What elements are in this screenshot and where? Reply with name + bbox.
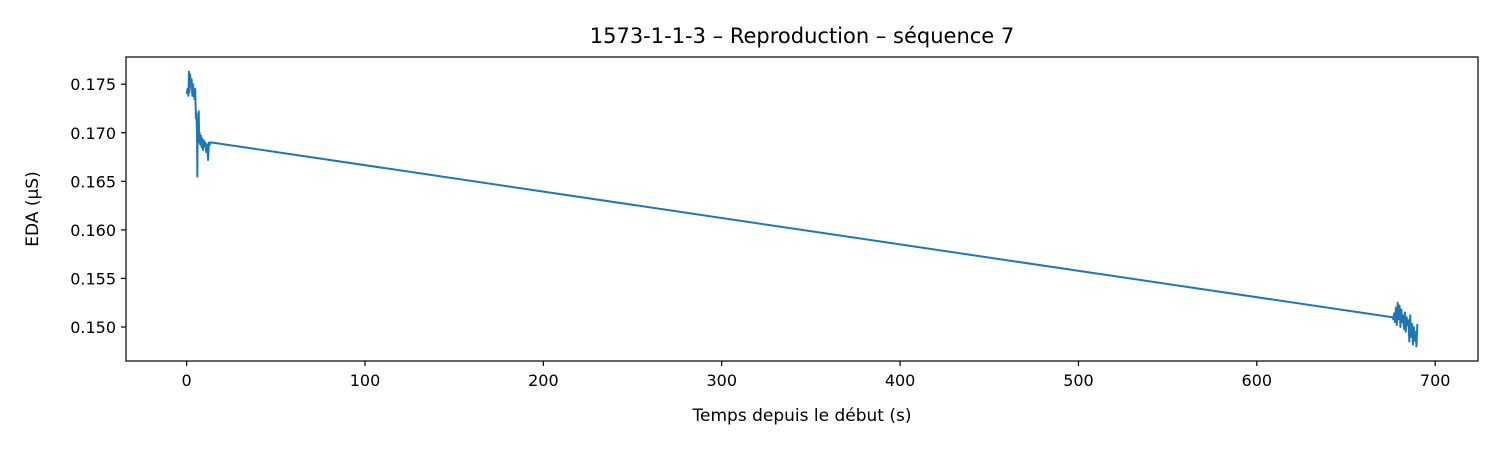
x-tick-label: 400: [885, 371, 916, 390]
y-tick-label: 0.150: [70, 318, 116, 337]
x-tick-label: 100: [350, 371, 381, 390]
y-axis-label: EDA (µS): [23, 171, 43, 246]
y-tick-label: 0.170: [70, 124, 116, 143]
y-axis: 0.150 0.155 0.160 0.165 0.170 0.175: [70, 75, 126, 337]
x-axis: 0 100 200 300 400 500 600 700: [182, 361, 1451, 390]
x-tick-label: 600: [1242, 371, 1273, 390]
x-axis-label: Temps depuis le début (s): [692, 406, 912, 426]
x-tick-label: 200: [528, 371, 559, 390]
x-tick-label: 700: [1420, 371, 1451, 390]
y-tick-label: 0.155: [70, 269, 116, 288]
y-tick-label: 0.175: [70, 75, 116, 94]
y-tick-label: 0.160: [70, 221, 116, 240]
y-tick-label: 0.165: [70, 172, 116, 191]
eda-series-line: [185, 70, 1419, 348]
x-tick-label: 0: [182, 371, 192, 390]
chart-title: 1573-1-1-3 – Reproduction – séquence 7: [590, 24, 1015, 48]
x-tick-label: 500: [1063, 371, 1094, 390]
x-tick-label: 300: [706, 371, 737, 390]
plot-area-frame: [125, 56, 1479, 362]
